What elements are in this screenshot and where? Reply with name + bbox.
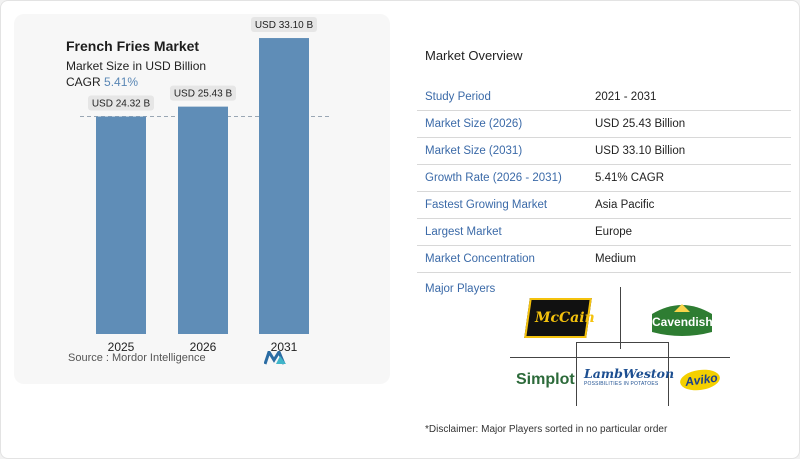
overview-value: 5.41% CAGR — [595, 172, 665, 184]
data-label: USD 24.32 B — [92, 99, 151, 110]
players-divider — [620, 287, 621, 349]
data-label-bg — [170, 85, 236, 101]
overview-label: Study Period — [425, 91, 491, 103]
overview-row: Largest Market Europe — [417, 219, 791, 246]
bar — [259, 38, 309, 334]
players-divider — [576, 342, 577, 406]
chart-source: Source : Mordor Intelligence — [68, 352, 206, 364]
chart-cagr: CAGR 5.41% — [66, 75, 138, 89]
category-label: 2031 — [271, 340, 298, 354]
overview-label: Fastest Growing Market — [425, 199, 548, 211]
players-divider — [510, 357, 730, 358]
overview-value: USD 25.43 Billion — [595, 118, 686, 130]
overview-value: Medium — [595, 253, 636, 265]
chart-subtitle: Market Size in USD Billion — [66, 59, 207, 73]
players-divider — [668, 342, 669, 406]
overview-row: Market Size (2026) USD 25.43 Billion — [417, 111, 791, 138]
overview-title: Market Overview — [425, 48, 523, 63]
category-label: 2025 — [108, 340, 135, 354]
overview-value: USD 33.10 Billion — [595, 145, 686, 157]
data-label-bg — [88, 95, 154, 111]
players-divider — [576, 342, 668, 343]
disclaimer: *Disclaimer: Major Players sorted in no … — [425, 424, 668, 435]
overview-label: Growth Rate (2026 - 2031) — [425, 172, 562, 184]
cavendish-emblem-icon — [652, 304, 712, 336]
simplot-logo: Simplot — [516, 371, 575, 389]
bar-chart: USD 24.32 B 2025 USD 25.43 B 2026 USD 33.10 … — [80, 17, 330, 354]
overview-value: 2021 - 2031 — [595, 91, 657, 103]
overview-row: Growth Rate (2026 - 2031) 5.41% CAGR — [417, 165, 791, 192]
overview-label: Market Size (2031) — [425, 145, 523, 157]
bar — [178, 106, 228, 334]
cagr-value: 5.41% — [104, 75, 139, 89]
overview-row: Market Size (2031) USD 33.10 Billion — [417, 138, 791, 165]
data-label: USD 33.10 B — [255, 20, 314, 31]
overview-label: Largest Market — [425, 226, 502, 238]
overview-table: Study Period 2021 - 2031 Market Size (202… — [417, 84, 791, 273]
overview-row: Fastest Growing Market Asia Pacific — [417, 192, 791, 219]
chart-title: French Fries Market — [66, 38, 200, 54]
data-label: USD 25.43 B — [174, 89, 233, 100]
mccain-logo: McCain — [524, 298, 595, 338]
overview-label: Market Concentration — [425, 253, 535, 265]
overview-label: Market Size (2026) — [425, 118, 523, 130]
overview-value: Asia Pacific — [595, 199, 655, 211]
mccain-logo-text: McCain — [535, 310, 595, 326]
overview-value: Europe — [595, 226, 633, 238]
category-label: 2026 — [190, 340, 217, 354]
overview-row: Market Concentration Medium — [417, 246, 791, 273]
cavendish-logo: Cavendish — [648, 300, 716, 338]
simplot-logo-text: Simplot — [516, 371, 575, 388]
overview-row: Study Period 2021 - 2031 — [417, 84, 791, 111]
cagr-label: CAGR — [66, 75, 101, 89]
mordor-logo-icon — [264, 351, 286, 365]
major-players-label: Major Players — [425, 283, 496, 295]
lambweston-tagline: POSSIBILITIES IN POTATOES — [584, 381, 659, 387]
lambweston-logo-text: LambWeston — [584, 366, 675, 381]
lambweston-logo: LambWeston POSSIBILITIES IN POTATOES — [584, 366, 675, 387]
data-label-bg — [251, 17, 317, 33]
cavendish-logo-text: Cavendish — [652, 315, 713, 329]
bar — [96, 116, 146, 334]
